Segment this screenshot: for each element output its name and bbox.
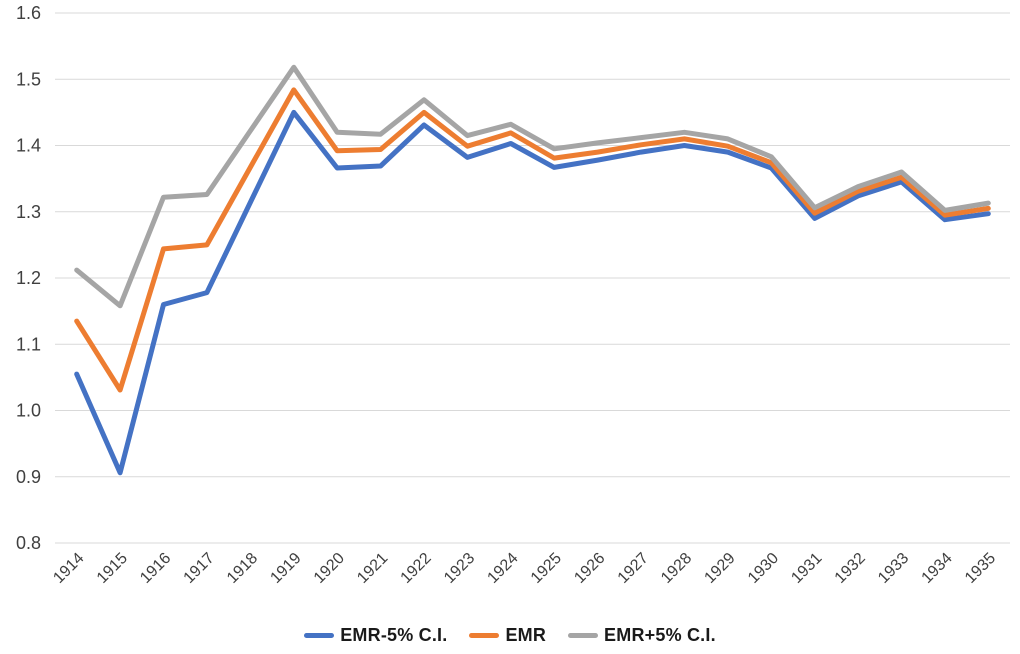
- x-tick-label: 1920: [311, 550, 348, 587]
- legend-line-marker: [469, 633, 500, 638]
- y-tick-label: 1.6: [16, 3, 41, 23]
- y-tick-label: 1.2: [16, 268, 41, 288]
- x-tick-label: 1925: [528, 550, 565, 587]
- y-tick-label: 0.8: [16, 533, 41, 553]
- x-tick-label: 1934: [919, 550, 956, 587]
- x-tick-label: 1928: [658, 550, 695, 587]
- x-tick-label: 1931: [788, 550, 825, 587]
- y-tick-label: 0.9: [16, 467, 41, 487]
- legend-item[interactable]: EMR: [469, 625, 546, 646]
- y-tick-label: 1.0: [16, 401, 41, 421]
- series-line-emr-5-c-i: [74, 109, 991, 476]
- y-tick-label: 1.5: [16, 69, 41, 89]
- legend-line-marker: [304, 633, 335, 638]
- legend-label: EMR+5% C.I.: [604, 625, 716, 645]
- legend-item[interactable]: EMR+5% C.I.: [568, 625, 716, 646]
- x-tick-label: 1922: [398, 550, 435, 587]
- x-tick-label: 1915: [94, 550, 131, 587]
- y-tick-label: 1.1: [16, 334, 41, 354]
- x-tick-label: 1930: [745, 550, 782, 587]
- x-tick-label: 1916: [137, 550, 174, 587]
- x-tick-label: 1929: [701, 550, 738, 587]
- series-line-emr: [74, 87, 991, 393]
- x-tick-label: 1918: [224, 550, 261, 587]
- legend-item[interactable]: EMR-5% C.I.: [304, 625, 447, 646]
- legend-label: EMR: [505, 625, 547, 645]
- x-tick-label: 1932: [832, 550, 869, 587]
- legend-label: EMR-5% C.I.: [340, 625, 448, 645]
- x-tick-label: 1914: [50, 550, 87, 587]
- x-tick-label: 1921: [354, 550, 391, 587]
- chart-legend: EMR-5% C.I. EMR EMR+5% C.I.: [0, 625, 1020, 646]
- y-tick-label: 1.4: [16, 136, 41, 156]
- x-tick-label: 1935: [962, 550, 999, 587]
- x-tick-label: 1927: [615, 550, 652, 587]
- x-tick-label: 1926: [571, 550, 608, 587]
- x-tick-label: 1933: [875, 550, 912, 587]
- x-tick-label: 1923: [441, 550, 478, 587]
- y-tick-label: 1.3: [16, 202, 41, 222]
- legend-line-marker: [568, 633, 599, 638]
- x-tick-label: 1917: [181, 550, 218, 587]
- series-line-emr-5-c-i: [74, 64, 991, 309]
- x-tick-label: 1919: [267, 550, 304, 587]
- x-tick-label: 1924: [484, 550, 521, 587]
